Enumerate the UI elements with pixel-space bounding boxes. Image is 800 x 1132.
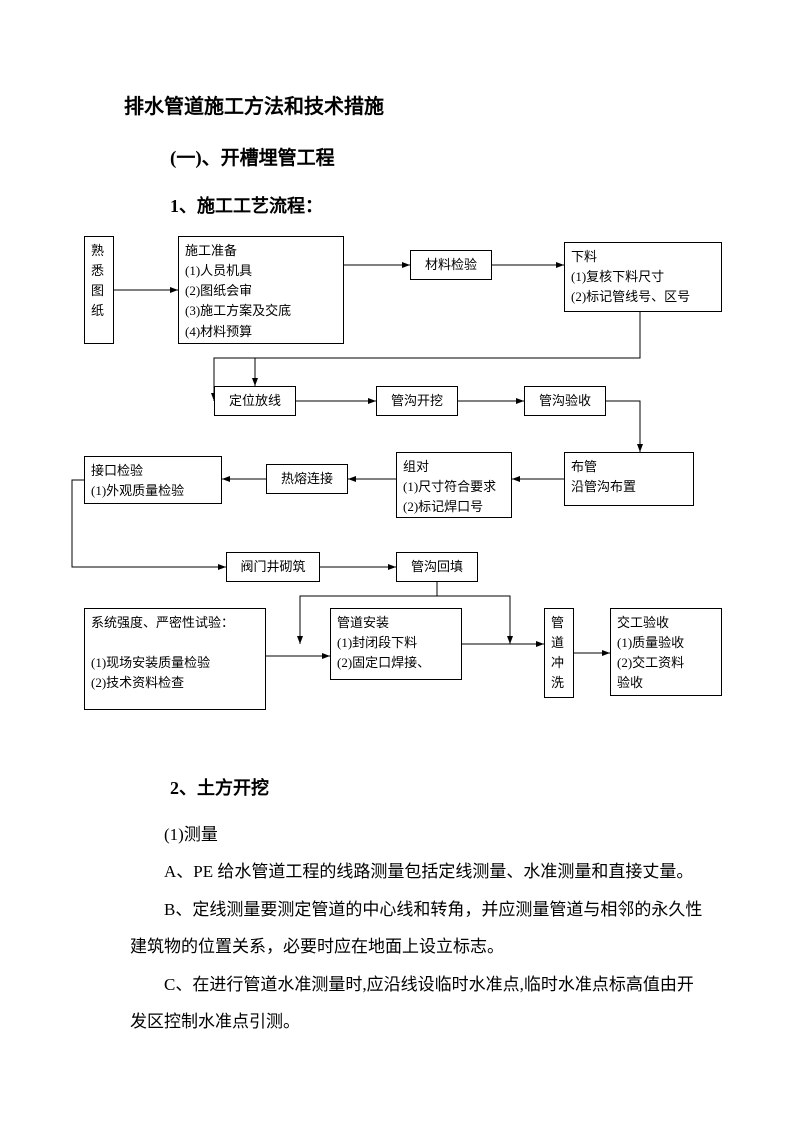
subtitle: (一)、开槽埋管工程 bbox=[170, 143, 730, 170]
flow-node-n6: 管沟开挖 bbox=[376, 386, 458, 416]
flow-node-n3: 材料检验 bbox=[410, 250, 492, 280]
flow-edge-9 bbox=[606, 401, 640, 452]
flow-node-n1: 熟悉图纸 bbox=[84, 236, 114, 344]
para-1: (1)测量 bbox=[130, 816, 710, 853]
flow-node-n7: 管沟验收 bbox=[524, 386, 606, 416]
flow-node-n10: 热熔连接 bbox=[266, 464, 348, 494]
flow-node-n8: 布管沿管沟布置 bbox=[564, 452, 694, 506]
flow-node-n12: 阀门井砌筑 bbox=[226, 552, 320, 582]
flowchart: 熟悉图纸 施工准备(1)人员机具(2)图纸会审(3)施工方案及交底(4)材料预算 材… bbox=[70, 236, 730, 756]
flow-node-n11: 接口检验(1)外观质量检验 bbox=[84, 456, 222, 504]
section-1-title: 1、施工工艺流程： bbox=[170, 192, 730, 218]
page-title: 排水管道施工方法和技术措施 bbox=[124, 90, 730, 119]
flow-node-n5: 定位放线 bbox=[214, 386, 296, 416]
flow-node-n14: 系统强度、严密性试验： (1)现场安装质量检验(2)技术资料检查 bbox=[84, 608, 266, 710]
flow-node-n2: 施工准备(1)人员机具(2)图纸会审(3)施工方案及交底(4)材料预算 bbox=[178, 236, 344, 344]
flow-node-n13: 管沟回填 bbox=[396, 552, 478, 582]
flow-node-n16: 管道冲洗 bbox=[544, 608, 574, 698]
para-2: A、PE 给水管道工程的线路测量包括定线测量、水准测量和直接丈量。 bbox=[130, 853, 710, 890]
flow-node-n15: 管道安装(1)封闭段下料(2)固定口焊接、 bbox=[330, 608, 462, 680]
para-3: B、定线测量要测定管道的中心线和转角，并应测量管道与相邻的永久性建筑物的位置关系… bbox=[130, 891, 710, 966]
flow-node-n4: 下料(1)复核下料尺寸(2)标记管线号、区号 bbox=[564, 242, 722, 312]
flow-node-n17: 交工验收(1)质量验收(2)交工资料验收 bbox=[610, 608, 722, 696]
flow-node-n9: 组对(1)尺寸符合要求(2)标记焊口号 bbox=[396, 452, 512, 518]
section-2-title: 2、土方开挖 bbox=[170, 774, 730, 800]
para-4: C、在进行管道水准测量时,应沿线设临时水准点,临时水准点标高值由开发区控制水准点… bbox=[130, 966, 710, 1041]
